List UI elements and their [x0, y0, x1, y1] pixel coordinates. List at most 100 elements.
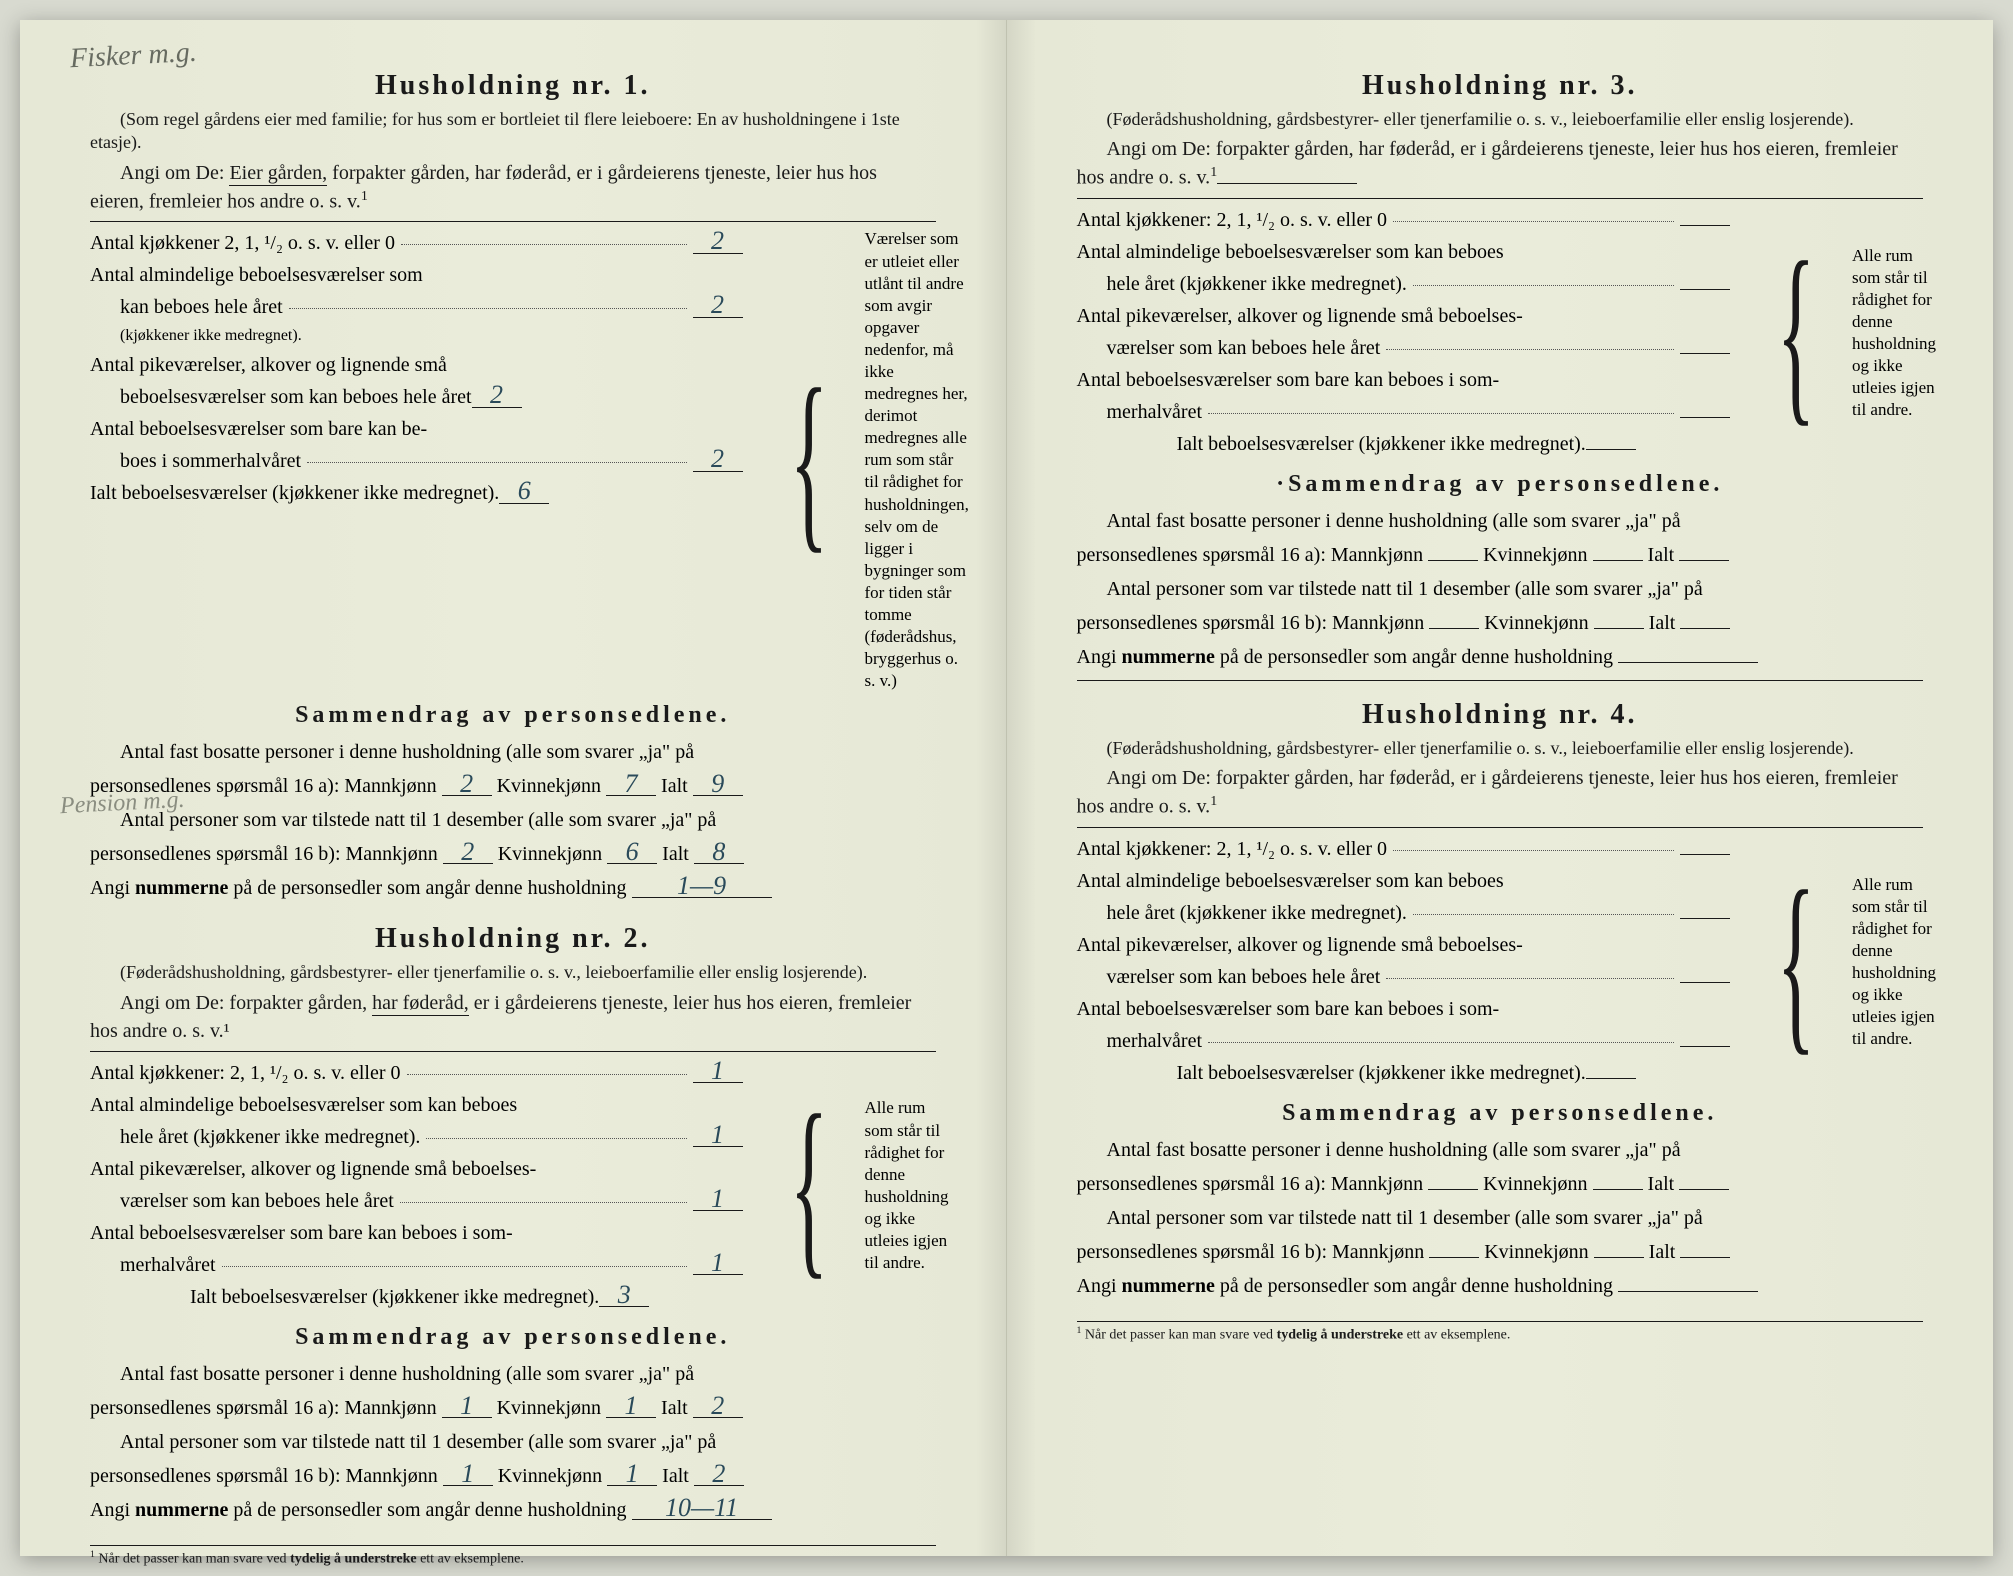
rule	[90, 221, 936, 222]
h4-rooms2-val	[1680, 982, 1730, 983]
h3-rooms2-val	[1680, 353, 1730, 354]
h4-k2	[1594, 1257, 1644, 1258]
h1-i2: 8	[694, 842, 744, 864]
h2-total-val: 3	[599, 1283, 649, 1307]
h2-m1: 1	[442, 1396, 492, 1418]
h4-total-val	[1586, 1078, 1636, 1079]
h1-columns: Antal kjøkkener 2, 1, ¹/₂ o. s. v. eller…	[90, 228, 936, 692]
h3-sidebar: { Alle rum som står til rådighet for den…	[1748, 205, 1923, 461]
h1-total-val: 6	[499, 479, 549, 503]
h1-angi: Angi om De: Eier gården, forpakter gårde…	[90, 159, 936, 216]
h3-m2	[1429, 628, 1479, 629]
h1-sammen-1b: personsedlenes spørsmål 16 a): Mannkjønn…	[90, 769, 936, 803]
h2-m2: 1	[443, 1464, 493, 1486]
h4-i1	[1679, 1189, 1729, 1190]
h1-m2: 2	[443, 842, 493, 864]
document-spread: Fisker m.g. Husholdning nr. 1. (Som rege…	[20, 20, 1993, 1556]
h2-numval: 10—11	[632, 1498, 772, 1520]
household-4: Husholdning nr. 4. (Føderådshusholdning,…	[1077, 699, 1924, 1303]
h4-sidebar: { Alle rum som står til rådighet for den…	[1748, 834, 1923, 1090]
h3-main-col: Antal kjøkkener: 2, 1, ¹/₂ o. s. v. elle…	[1077, 205, 1731, 461]
h1-sammen-2b: personsedlenes spørsmål 16 b): Mannkjønn…	[90, 837, 936, 871]
footnote-left: 1 Når det passer kan man svare ved tydel…	[90, 1545, 936, 1568]
h2-sidebar: { Alle rum som står til rådighet for den…	[761, 1058, 936, 1314]
h2-i1: 2	[693, 1396, 743, 1418]
h4-rooms1-val	[1680, 918, 1730, 919]
h3-title: Husholdning nr. 3.	[1077, 70, 1924, 102]
h1-underlined: Eier gården,	[229, 162, 327, 186]
rule	[1077, 827, 1924, 828]
right-page: Husholdning nr. 3. (Føderådshusholdning,…	[1007, 20, 1994, 1556]
h1-total: Ialt beboelsesværelser (kjøkkener ikke m…	[90, 478, 743, 508]
h2-k2: 1	[607, 1464, 657, 1486]
h3-kitchens-val	[1680, 225, 1730, 226]
h4-subtitle: (Føderådshusholdning, gårdsbestyrer- ell…	[1077, 737, 1924, 760]
h1-sidebar: { Værelser som er utleiet eller utlånt t…	[761, 228, 936, 692]
h4-i2	[1680, 1257, 1730, 1258]
rule	[1077, 198, 1924, 199]
h1-rooms2-val: 2	[472, 383, 522, 407]
h3-i1	[1679, 560, 1729, 561]
h2-rooms2-val: 1	[693, 1187, 743, 1211]
h4-rooms3-val	[1680, 1046, 1730, 1047]
h2-rooms3-val: 1	[693, 1251, 743, 1275]
household-2: Husholdning nr. 2. (Føderådshusholdning,…	[90, 923, 936, 1526]
h2-i2: 2	[694, 1464, 744, 1486]
h1-subtitle: (Som regel gårdens eier med familie; for…	[90, 108, 936, 155]
h1-sammen-title: Sammendrag av personsedlene.	[90, 702, 936, 729]
h1-rooms3: Antal beboelsesværelser som bare kan be-	[90, 414, 743, 444]
h2-kitchens-val: 1	[693, 1059, 743, 1083]
handwritten-note-top: Fisker m.g.	[69, 37, 197, 76]
h3-total-val	[1586, 449, 1636, 450]
h3-m1	[1428, 560, 1478, 561]
h1-rooms2: Antal pikeværelser, alkover og lignende …	[90, 350, 743, 380]
h1-k2: 6	[607, 842, 657, 864]
h4-kitchens-val	[1680, 854, 1730, 855]
h1-title: Husholdning nr. 1.	[90, 70, 936, 102]
h3-numval	[1618, 662, 1758, 663]
h1-rooms3-val: 2	[693, 447, 743, 471]
h3-subtitle: (Føderådshusholdning, gårdsbestyrer- ell…	[1077, 108, 1924, 131]
h2-rooms1-val: 1	[693, 1123, 743, 1147]
h4-sammen-title: Sammendrag av personsedlene.	[1077, 1100, 1924, 1127]
h4-m1	[1428, 1189, 1478, 1190]
h1-m1: 2	[442, 774, 492, 796]
h1-kitchens-val: 2	[693, 229, 743, 253]
h4-numval	[1618, 1291, 1758, 1292]
h2-k1: 1	[606, 1396, 656, 1418]
h2-columns: Antal kjøkkener: 2, 1, ¹/₂ o. s. v. elle…	[90, 1058, 936, 1314]
h3-i2	[1680, 628, 1730, 629]
h3-rooms3-val	[1680, 417, 1730, 418]
h1-k1: 7	[606, 774, 656, 796]
h2-sammen-title: Sammendrag av personsedlene.	[90, 1324, 936, 1351]
h2-underlined: har føderåd,	[372, 992, 469, 1016]
h4-main-col: Antal kjøkkener: 2, 1, ¹/₂ o. s. v. elle…	[1077, 834, 1731, 1090]
rule	[90, 1051, 936, 1052]
h3-rooms1-val	[1680, 289, 1730, 290]
h4-title: Husholdning nr. 4.	[1077, 699, 1924, 731]
h2-angi: Angi om De: forpakter gården, har føderå…	[90, 989, 936, 1045]
h1-numval: 1—9	[632, 876, 772, 898]
h4-columns: Antal kjøkkener: 2, 1, ¹/₂ o. s. v. elle…	[1077, 834, 1924, 1090]
h1-rooms1-val: 2	[693, 293, 743, 317]
h4-angi: Angi om De: forpakter gården, har føderå…	[1077, 764, 1924, 821]
h2-main-col: Antal kjøkkener: 2, 1, ¹/₂ o. s. v. elle…	[90, 1058, 743, 1314]
h3-columns: Antal kjøkkener: 2, 1, ¹/₂ o. s. v. elle…	[1077, 205, 1924, 461]
h4-k1	[1593, 1189, 1643, 1190]
household-3: Husholdning nr. 3. (Føderådshusholdning,…	[1077, 70, 1924, 681]
h1-rooms1: Antal almindelige beboelsesværelser som	[90, 260, 743, 290]
h3-k2	[1594, 628, 1644, 629]
h4-m2	[1429, 1257, 1479, 1258]
h1-kitchens: Antal kjøkkener 2, 1, ¹/₂ o. s. v. eller…	[90, 228, 743, 258]
h3-angi: Angi om De: forpakter gården, har føderå…	[1077, 135, 1924, 192]
h2-subtitle: (Føderådshusholdning, gårdsbestyrer- ell…	[90, 961, 936, 984]
h2-kitchens: Antal kjøkkener: 2, 1, ¹/₂ o. s. v. elle…	[90, 1058, 743, 1088]
h3-sammen-title: ·Sammendrag av personsedlene.	[1077, 471, 1924, 498]
h1-sammen-1a: Antal fast bosatte personer i denne hush…	[90, 735, 936, 769]
footnote-right: 1 Når det passer kan man svare ved tydel…	[1077, 1321, 1924, 1344]
left-page: Fisker m.g. Husholdning nr. 1. (Som rege…	[20, 20, 1007, 1556]
h1-i1: 9	[693, 774, 743, 796]
h3-k1	[1593, 560, 1643, 561]
h1-main-col: Antal kjøkkener 2, 1, ¹/₂ o. s. v. eller…	[90, 228, 743, 692]
h2-title: Husholdning nr. 2.	[90, 923, 936, 955]
